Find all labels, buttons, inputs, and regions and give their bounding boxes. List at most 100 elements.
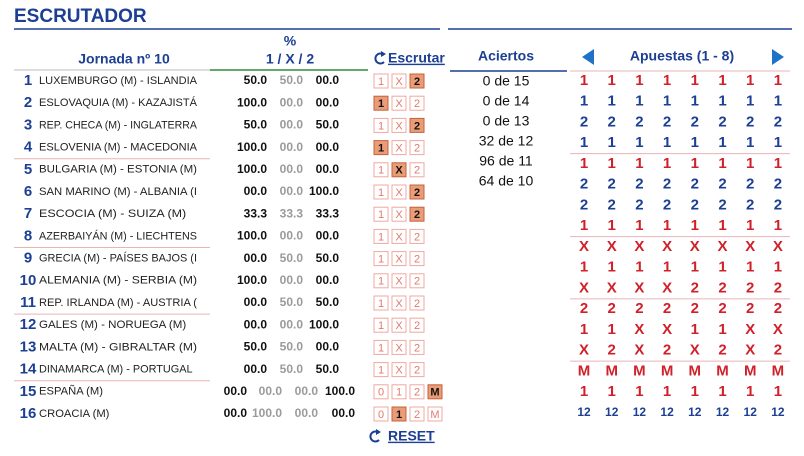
option-box[interactable] — [409, 317, 425, 333]
option-box[interactable] — [391, 184, 407, 200]
option-label[interactable]: 2 — [414, 365, 420, 377]
option-label[interactable]: X — [395, 320, 403, 332]
option-box[interactable] — [391, 251, 407, 267]
option-box[interactable] — [373, 251, 389, 267]
option-label[interactable]: 1 — [378, 298, 384, 310]
option-label[interactable]: 1 — [378, 209, 384, 221]
option-box[interactable] — [373, 117, 389, 133]
option-label[interactable]: 2 — [414, 387, 420, 399]
option-label[interactable]: 2 — [414, 76, 420, 88]
option-box[interactable] — [373, 317, 389, 333]
option-box[interactable] — [409, 384, 425, 400]
option-box[interactable] — [409, 406, 425, 422]
option-box[interactable] — [373, 362, 389, 378]
option-box[interactable] — [409, 251, 425, 267]
option-box[interactable] — [391, 317, 407, 333]
option-box[interactable] — [373, 184, 389, 200]
option-box[interactable] — [427, 406, 443, 422]
option-label[interactable]: 1 — [378, 342, 384, 354]
option-box[interactable] — [373, 295, 389, 311]
option-box[interactable] — [409, 273, 425, 289]
option-box[interactable] — [391, 117, 407, 133]
option-box[interactable] — [391, 162, 407, 178]
option-box[interactable] — [373, 206, 389, 222]
option-label[interactable]: 1 — [396, 409, 402, 421]
option-label[interactable]: 2 — [414, 342, 420, 354]
option-box[interactable] — [409, 295, 425, 311]
option-box[interactable] — [409, 162, 425, 178]
option-label[interactable]: M — [430, 409, 439, 421]
option-label[interactable]: X — [395, 187, 403, 199]
option-label[interactable]: 2 — [414, 187, 420, 199]
option-box[interactable] — [391, 206, 407, 222]
option-label[interactable]: 2 — [414, 209, 420, 221]
option-label[interactable]: 2 — [414, 231, 420, 243]
option-label[interactable]: 1 — [378, 276, 384, 288]
option-label[interactable]: 1 — [378, 254, 384, 266]
option-label[interactable]: 1 — [378, 187, 384, 199]
option-label[interactable]: 2 — [414, 165, 420, 177]
option-label[interactable]: X — [395, 165, 403, 177]
option-box[interactable] — [373, 140, 389, 156]
option-label[interactable]: 1 — [378, 165, 384, 177]
option-box[interactable] — [409, 362, 425, 378]
option-box[interactable] — [409, 140, 425, 156]
option-box[interactable] — [373, 95, 389, 111]
option-box[interactable] — [391, 384, 407, 400]
option-label[interactable]: X — [395, 143, 403, 155]
option-box[interactable] — [373, 162, 389, 178]
option-box[interactable] — [391, 228, 407, 244]
option-label[interactable]: X — [395, 76, 403, 88]
option-label[interactable]: 0 — [378, 387, 384, 399]
option-label[interactable]: 2 — [414, 143, 420, 155]
option-label[interactable]: 1 — [378, 365, 384, 377]
option-label[interactable]: 2 — [414, 120, 420, 132]
option-box[interactable] — [409, 184, 425, 200]
option-label[interactable]: M — [430, 387, 439, 399]
option-box[interactable] — [427, 384, 443, 400]
option-label[interactable]: X — [395, 209, 403, 221]
option-box[interactable] — [373, 73, 389, 89]
reset-button[interactable]: RESET — [369, 428, 435, 444]
option-box[interactable] — [391, 140, 407, 156]
escrutar-button[interactable]: Escrutar — [374, 50, 445, 66]
reset-link[interactable]: RESET — [388, 428, 435, 444]
option-box[interactable] — [373, 339, 389, 355]
option-label[interactable]: 1 — [378, 143, 384, 155]
option-label[interactable]: 1 — [378, 76, 384, 88]
option-label[interactable]: 1 — [396, 387, 402, 399]
option-label[interactable]: 0 — [378, 409, 384, 421]
option-box[interactable] — [391, 406, 407, 422]
option-label[interactable]: 1 — [378, 120, 384, 132]
option-label[interactable]: X — [395, 276, 403, 288]
escrutar-link[interactable]: Escrutar — [388, 50, 445, 66]
option-label[interactable]: X — [395, 254, 403, 266]
option-box[interactable] — [373, 384, 389, 400]
option-label[interactable]: X — [395, 342, 403, 354]
option-label[interactable]: X — [395, 120, 403, 132]
option-label[interactable]: 2 — [414, 276, 420, 288]
option-box[interactable] — [409, 73, 425, 89]
next-arrow[interactable] — [772, 49, 784, 65]
option-box[interactable] — [409, 117, 425, 133]
option-label[interactable]: X — [395, 365, 403, 377]
option-label[interactable]: 2 — [414, 320, 420, 332]
option-box[interactable] — [391, 295, 407, 311]
option-label[interactable]: 1 — [378, 320, 384, 332]
option-box[interactable] — [409, 228, 425, 244]
option-label[interactable]: X — [395, 98, 403, 110]
option-box[interactable] — [373, 406, 389, 422]
option-label[interactable]: 2 — [414, 298, 420, 310]
option-box[interactable] — [373, 228, 389, 244]
option-box[interactable] — [391, 339, 407, 355]
option-box[interactable] — [409, 206, 425, 222]
option-label[interactable]: X — [395, 231, 403, 243]
option-label[interactable]: X — [395, 298, 403, 310]
option-label[interactable]: 1 — [378, 98, 384, 110]
option-label[interactable]: 2 — [414, 409, 420, 421]
option-label[interactable]: 2 — [414, 98, 420, 110]
option-box[interactable] — [373, 273, 389, 289]
option-box[interactable] — [391, 95, 407, 111]
option-label[interactable]: 1 — [378, 231, 384, 243]
option-box[interactable] — [409, 95, 425, 111]
